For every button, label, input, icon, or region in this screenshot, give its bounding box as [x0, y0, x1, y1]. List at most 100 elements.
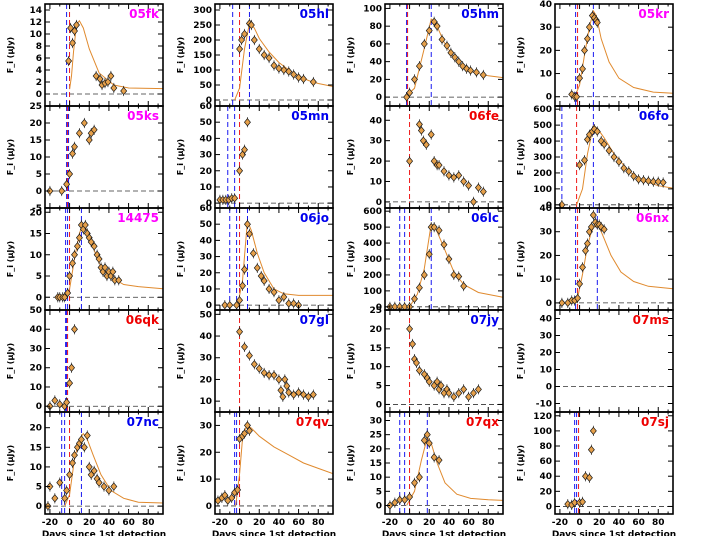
data-point	[101, 263, 109, 272]
panel-05fk: 0 2 4 6 8 10 12 14 F_i (μJy) 05fk	[6, 3, 164, 107]
model-curve	[237, 220, 333, 306]
data-point	[582, 246, 589, 255]
data-point	[71, 250, 78, 259]
data-point	[435, 456, 443, 465]
data-point	[241, 145, 248, 154]
data-point	[245, 229, 253, 239]
y-tick-label: 0	[376, 198, 382, 208]
data-point	[231, 194, 239, 203]
data-point	[275, 296, 283, 305]
panel-title: 07qx	[466, 415, 499, 429]
x-axis-label: Days since 1st detection	[552, 530, 676, 536]
data-point	[309, 390, 317, 399]
data-point	[460, 385, 468, 394]
data-point	[615, 157, 623, 166]
x-tick-label: 80	[312, 518, 325, 528]
plot-area	[555, 106, 673, 208]
data-point	[290, 299, 298, 308]
panel-frame	[214, 411, 334, 515]
data-point	[472, 68, 480, 77]
data-point	[253, 263, 261, 273]
panel-06nx: 0 10 20 30 40 F_i (μJy) 06nx	[516, 204, 674, 311]
data-point	[445, 254, 453, 264]
data-point	[430, 17, 438, 26]
data-point	[579, 263, 586, 272]
y-tick-label: 10	[199, 397, 212, 407]
x-tick-label: -20	[552, 518, 568, 528]
data-point	[61, 293, 69, 302]
y-tick-label: 120	[533, 412, 552, 422]
data-point	[625, 167, 633, 176]
data-point	[85, 135, 93, 145]
panel-06qk: 0 10 20 30 40 50 F_i (μJy) 06qk	[6, 306, 164, 413]
y-tick-label: 0	[36, 402, 42, 412]
y-axis-label: F_i (μJy)	[176, 445, 185, 481]
panel-title: 06nx	[636, 211, 669, 225]
x-tick-label: 60	[632, 518, 645, 528]
panel-title: 06qk	[126, 313, 160, 327]
y-tick-label: 0	[546, 299, 552, 309]
panel-title: 06jo	[300, 211, 329, 225]
plot-area	[45, 208, 163, 310]
data-point	[620, 164, 628, 173]
data-point	[238, 35, 246, 45]
data-point	[455, 57, 463, 66]
y-tick-label: 100	[533, 185, 552, 195]
data-point	[589, 210, 597, 220]
data-point	[300, 74, 307, 84]
plot-area	[555, 208, 673, 310]
data-point	[51, 494, 59, 503]
y-tick-label: 40	[199, 236, 212, 246]
panel-frame	[44, 411, 164, 515]
data-point	[107, 71, 115, 81]
data-point	[581, 156, 588, 165]
data-point	[105, 486, 113, 495]
y-tick-label: 300	[193, 6, 212, 16]
data-point	[265, 53, 273, 63]
data-point	[71, 325, 78, 334]
y-tick-label: 30	[369, 137, 382, 147]
data-point	[558, 298, 566, 308]
data-point	[228, 493, 236, 503]
y-tick-label: 0	[206, 502, 212, 512]
y-tick-label: 10	[29, 383, 42, 393]
data-point	[280, 65, 288, 75]
data-point	[295, 388, 303, 397]
y-tick-label: 10	[29, 153, 42, 163]
y-tick-label: 5	[36, 272, 42, 282]
y-tick-label: 5	[36, 170, 42, 180]
y-axis-label: F_i (μJy)	[176, 343, 185, 379]
data-point	[95, 254, 103, 264]
model-curve	[576, 223, 673, 304]
y-axis-label: F_i (μJy)	[346, 445, 355, 481]
plot-area	[45, 4, 163, 106]
panel-title: 07gl	[300, 313, 329, 327]
y-tick-label: 50	[29, 306, 42, 316]
data-point	[574, 293, 582, 303]
y-tick-label: 5	[36, 483, 42, 493]
y-axis-label: F_i (μJy)	[176, 241, 185, 277]
data-point	[445, 171, 453, 180]
data-point	[71, 451, 78, 460]
data-point	[465, 392, 473, 402]
data-point	[425, 26, 433, 35]
data-point	[585, 23, 593, 32]
x-tick-label: 80	[652, 518, 665, 528]
y-tick-label: 20	[29, 424, 42, 434]
y-axis-label: F_i (μJy)	[6, 37, 15, 73]
data-point	[275, 64, 283, 73]
model-curve	[234, 22, 333, 101]
y-tick-label: 50	[199, 118, 212, 128]
panel-14475: 0 5 10 15 20 F_i (μJy) 14475	[6, 207, 164, 311]
panel-title: 07ms	[633, 313, 669, 327]
y-tick-label: 15	[29, 136, 42, 146]
data-point	[440, 240, 448, 249]
data-point	[241, 265, 248, 274]
data-point	[90, 466, 98, 475]
y-tick-label: 30	[539, 228, 552, 238]
data-point	[249, 249, 257, 258]
data-point	[415, 283, 423, 292]
data-point	[295, 73, 303, 82]
y-tick-label: 10	[369, 473, 382, 483]
